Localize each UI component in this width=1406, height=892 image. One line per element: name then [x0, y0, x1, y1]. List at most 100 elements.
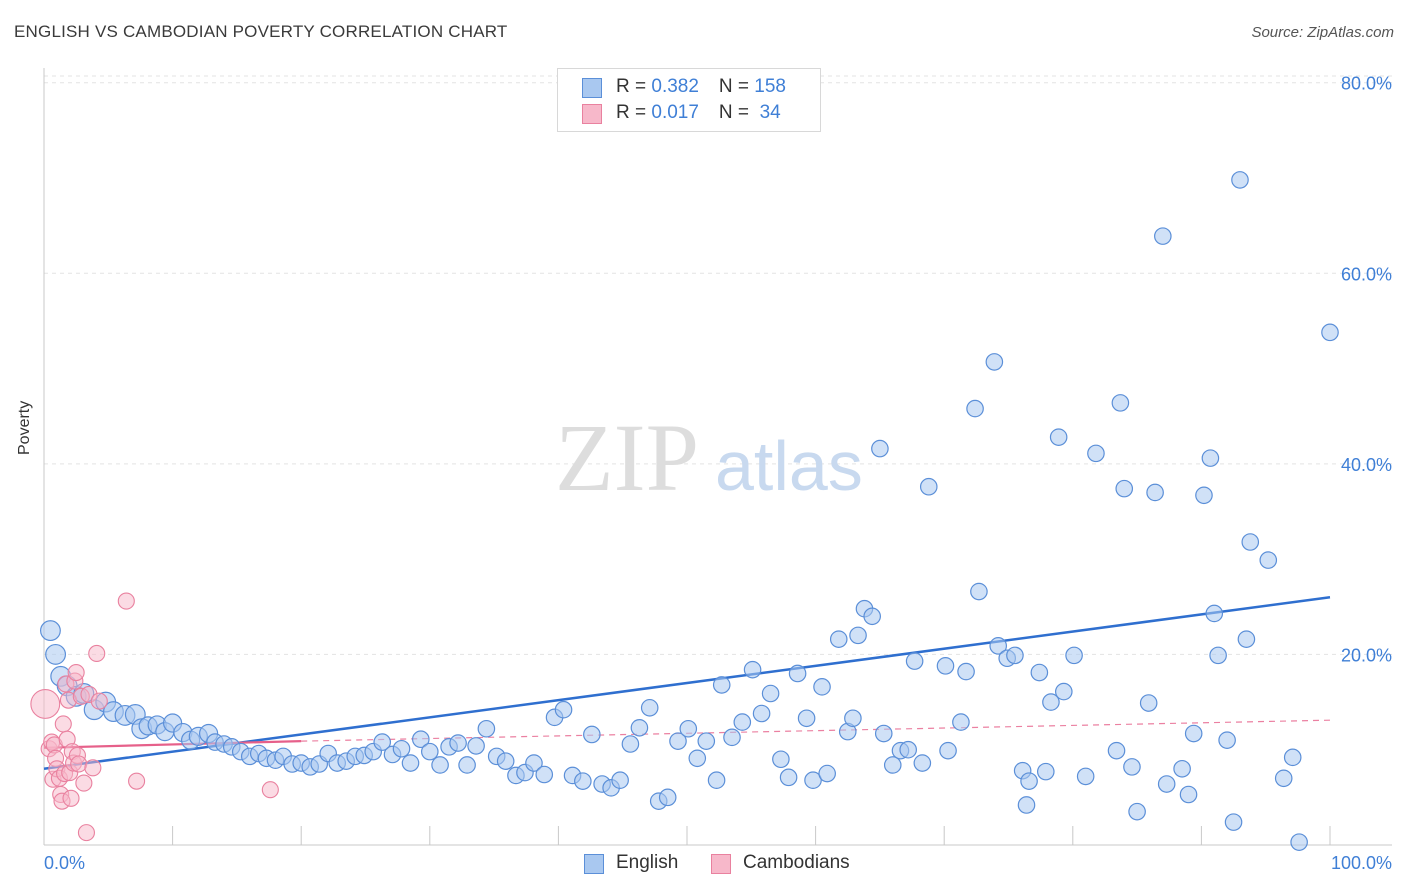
english-point [1173, 759, 1191, 778]
english-point [1017, 796, 1036, 814]
english-point [1076, 767, 1095, 786]
english-point [772, 750, 790, 769]
english-point [1259, 551, 1278, 569]
cambodian-point [67, 663, 85, 682]
english-point [1283, 748, 1302, 767]
english-point [1231, 171, 1249, 189]
english-point [1049, 428, 1068, 446]
english-point [373, 733, 392, 751]
english-point [1123, 758, 1141, 776]
bottom-legend-english-label: English [616, 852, 679, 873]
english-point [688, 749, 707, 768]
english-point [1224, 813, 1243, 831]
x-tick-label-max: 100.0% [1331, 853, 1392, 873]
english-point [957, 662, 975, 681]
english-point [797, 709, 816, 728]
english-point [779, 768, 798, 787]
n-value-cambodian: 34 [754, 102, 781, 123]
x-tick-label-min: 0.0% [44, 853, 85, 873]
english-point [1054, 682, 1073, 701]
english-point [919, 477, 938, 496]
english-point [1218, 731, 1236, 749]
cambodian-point [128, 772, 146, 790]
watermark-zip: ZIP [555, 404, 699, 511]
english-point [401, 754, 420, 772]
english-point [871, 439, 889, 458]
watermark: ZIP atlas [555, 404, 863, 511]
stats-legend: R = 0.382 N = 158 R = 0.017 N = 34 [557, 68, 821, 132]
english-point [844, 709, 862, 728]
english-point [1154, 227, 1172, 245]
source-label: Source: ZipAtlas.com [1251, 24, 1394, 41]
english-point [939, 741, 957, 760]
english-point [1321, 323, 1339, 342]
english-point [818, 764, 836, 783]
english-point [752, 704, 771, 723]
y-tick-label: 60.0% [1341, 264, 1392, 284]
english-point [45, 643, 67, 665]
english-point [477, 719, 496, 738]
cambodian-point [30, 689, 61, 719]
english-point [1201, 449, 1220, 467]
english-point [1274, 769, 1293, 788]
legend-english-text: R = 0.382 N = 158 [616, 76, 786, 98]
y-tick-label: 20.0% [1341, 645, 1392, 665]
english-point [1157, 775, 1176, 793]
english-point [658, 788, 677, 807]
english-point [874, 724, 893, 743]
n-label: N = [718, 102, 755, 123]
english-point [39, 620, 61, 642]
english-point [1179, 785, 1198, 804]
cambodian-point [54, 715, 72, 733]
english-point [989, 637, 1008, 655]
english-point [467, 737, 485, 755]
english-point [1139, 694, 1158, 712]
english-point [1065, 646, 1083, 665]
english-point [883, 756, 902, 774]
english-point [712, 676, 731, 694]
english-point [1209, 646, 1227, 665]
english-point [431, 756, 449, 774]
cambodian-point [70, 755, 88, 773]
english-point [1290, 833, 1308, 851]
chart-title: ENGLISH VS CAMBODIAN POVERTY CORRELATION… [14, 22, 508, 41]
english-swatch [582, 78, 602, 98]
english-swatch [584, 854, 604, 874]
english-point [1115, 479, 1134, 498]
english-point [952, 713, 970, 731]
n-value-english: 158 [754, 76, 786, 97]
cambodian-point [77, 824, 95, 842]
english-trend-line [43, 596, 1331, 771]
english-point [574, 772, 592, 790]
english-point [1205, 604, 1224, 623]
r-label: R = [616, 76, 652, 97]
y-tick-label: 80.0% [1341, 74, 1392, 94]
english-point [743, 660, 762, 679]
english-point [458, 756, 476, 774]
english-point [985, 353, 1004, 371]
english-point [583, 725, 601, 744]
english-point [761, 684, 780, 703]
tick-labels: 20.0% 40.0% 60.0% 80.0% 0.0% 100.0% [44, 74, 1392, 873]
english-point [1111, 394, 1130, 412]
english-point [1195, 486, 1213, 505]
cambodian-point [84, 759, 102, 777]
english-point [913, 754, 932, 772]
y-tick-label: 40.0% [1341, 455, 1392, 475]
cambodian-point [90, 692, 108, 710]
r-value-english: 0.382 [651, 76, 699, 97]
cambodian-point [88, 644, 106, 663]
english-point [630, 718, 649, 737]
english-point [411, 730, 430, 749]
english-point [535, 765, 554, 784]
english-points [39, 171, 1339, 851]
english-point [1036, 762, 1055, 781]
cambodian-swatch [711, 854, 731, 874]
english-point [723, 728, 741, 747]
r-value-cambodian: 0.017 [651, 102, 699, 123]
english-point [707, 771, 726, 790]
trend-lines [43, 596, 1331, 771]
english-point [392, 739, 411, 758]
english-point [1128, 802, 1146, 821]
